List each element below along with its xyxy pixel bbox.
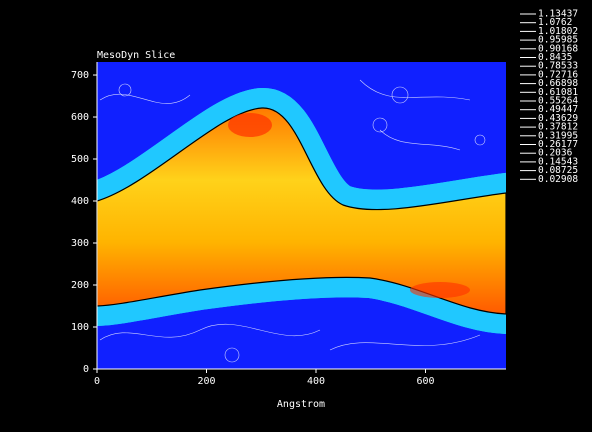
hot-spot [228, 113, 272, 137]
legend-label: 1.01802 [538, 26, 578, 37]
legend-label: 0.72716 [538, 69, 578, 80]
legend: 1.134371.07621.018020.959850.901680.8435… [520, 9, 578, 185]
legend-label: 0.49447 [538, 104, 578, 115]
x-tick-label: 200 [197, 376, 215, 387]
legend-label: 0.66898 [538, 78, 578, 89]
legend-label: 0.2036 [538, 148, 573, 159]
legend-label: 0.90168 [538, 43, 578, 54]
y-tick-label: 400 [71, 196, 89, 207]
legend-label: 0.95985 [538, 35, 578, 46]
legend-label: 1.0762 [538, 17, 572, 28]
legend-label: 0.8435 [538, 52, 572, 63]
x-tick-label: 0 [94, 376, 100, 387]
field [97, 62, 506, 369]
y-tick-label: 700 [71, 70, 89, 81]
legend-label: 1.13437 [538, 9, 578, 20]
y-tick-label: 600 [71, 112, 89, 123]
x-axis-label: Angstrom [277, 399, 325, 410]
x-tick-label: 400 [307, 376, 325, 387]
legend-label: 0.61081 [538, 87, 578, 98]
chart-title: MesoDyn Slice [97, 50, 175, 61]
legend-label: 0.14543 [538, 156, 578, 167]
legend-label: 0.02908 [538, 174, 578, 185]
band-core [97, 107, 506, 315]
legend-label: 0.08725 [538, 165, 578, 176]
legend-label: 0.26177 [538, 139, 578, 150]
y-tick-label: 0 [83, 364, 89, 375]
legend-label: 0.43629 [538, 113, 578, 124]
legend-label: 0.55264 [538, 96, 578, 107]
band [97, 107, 506, 335]
minor-contours [99, 79, 486, 363]
y-tick-label: 100 [71, 322, 89, 333]
ticks: 0 200 400 600 0 100 200 300 400 500 600 700 [71, 70, 435, 387]
legend-label: 0.78533 [538, 61, 578, 72]
legend-label: 0.37812 [538, 122, 578, 133]
y-tick-label: 200 [71, 280, 89, 291]
y-tick-label: 500 [71, 154, 89, 165]
x-tick-label: 600 [416, 376, 434, 387]
y-tick-label: 300 [71, 238, 89, 249]
legend-label: 0.31995 [538, 130, 578, 141]
hot-spot [410, 282, 470, 298]
